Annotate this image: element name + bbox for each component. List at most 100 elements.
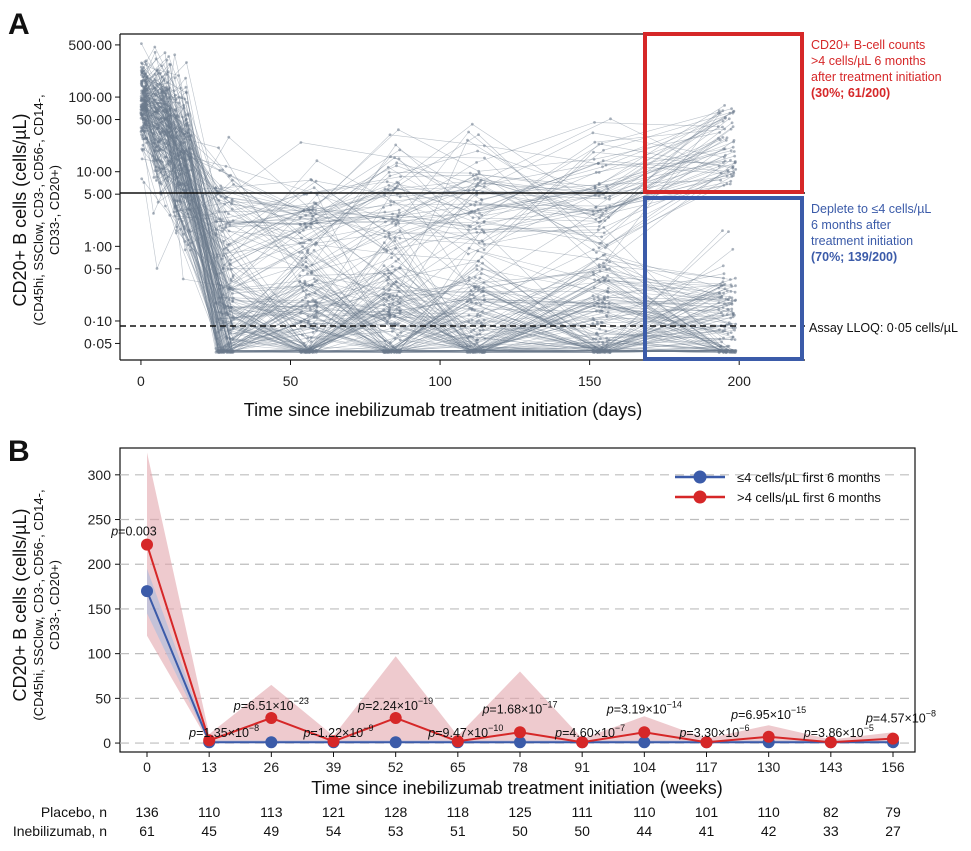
patient-datapoint — [142, 104, 146, 107]
patient-datapoint — [385, 298, 389, 302]
patient-datapoint — [598, 265, 601, 269]
patient-datapoint — [304, 213, 308, 217]
patient-datapoint — [312, 315, 316, 318]
p-value-label: p=2.24×10−19 — [357, 696, 433, 713]
patient-datapoint — [386, 313, 389, 317]
patient-datapoint — [189, 241, 193, 245]
patient-datapoint — [592, 157, 596, 161]
patient-datapoint — [312, 201, 316, 205]
patient-datapoint — [603, 297, 606, 301]
patient-datapoint — [591, 322, 595, 325]
panel-a-letter: A — [8, 8, 30, 41]
patient-datapoint — [389, 341, 392, 344]
patient-datapoint — [471, 216, 475, 220]
patient-datapoint — [179, 166, 182, 170]
patient-datapoint — [390, 330, 394, 333]
n-inebilizumab-value: 50 — [512, 823, 528, 839]
patient-datapoint — [304, 305, 308, 309]
panel-a-y-tick-label: 500·00 — [68, 37, 112, 53]
patient-datapoint — [397, 322, 400, 325]
patient-datapoint — [604, 163, 608, 167]
patient-datapoint — [181, 277, 185, 281]
patient-datapoint — [717, 164, 721, 168]
patient-datapoint — [595, 320, 599, 324]
patient-datapoint — [300, 257, 304, 260]
patient-datapoint — [398, 236, 402, 240]
patient-datapoint — [600, 321, 604, 325]
patient-datapoint — [166, 175, 170, 179]
patient-datapoint — [182, 137, 186, 141]
annotation-blue-line2: 6 months after — [811, 218, 891, 232]
patient-datapoint — [473, 309, 476, 312]
patient-datapoint — [231, 288, 235, 292]
patient-datapoint — [604, 277, 608, 280]
patient-datapoint — [217, 210, 220, 213]
patient-datapoint — [167, 119, 171, 122]
patient-datapoint — [312, 186, 316, 190]
patient-datapoint — [591, 294, 595, 298]
patient-datapoint — [226, 248, 230, 252]
patient-datapoint — [141, 107, 145, 110]
patient-datapoint — [173, 53, 177, 57]
patient-datapoint — [733, 338, 737, 341]
patient-datapoint — [310, 269, 314, 273]
red-series-marker — [887, 732, 899, 745]
patient-datapoint — [215, 228, 218, 232]
patient-datapoint — [183, 132, 187, 136]
red-series-marker — [265, 712, 278, 724]
patient-datapoint — [397, 128, 400, 132]
patient-datapoint — [153, 45, 157, 49]
patient-datapoint — [399, 175, 402, 179]
patient-datapoint — [178, 198, 182, 202]
patient-datapoint — [299, 311, 302, 315]
patient-datapoint — [389, 199, 392, 203]
panel-a-ylabel-sub2: CD33-, CD20+) — [47, 165, 62, 255]
patient-datapoint — [180, 200, 183, 204]
patient-datapoint — [153, 138, 157, 142]
patient-datapoint — [730, 107, 733, 111]
patient-datapoint — [179, 140, 183, 144]
patient-datapoint — [729, 127, 733, 131]
patient-datapoint — [302, 341, 306, 345]
patient-datapoint — [303, 344, 307, 348]
patient-datapoint — [140, 81, 144, 85]
patient-datapoint — [228, 309, 232, 313]
patient-datapoint — [730, 175, 734, 178]
patient-datapoint — [221, 168, 224, 172]
patient-datapoint — [315, 329, 318, 333]
patient-datapoint — [385, 180, 389, 184]
patient-datapoint — [716, 125, 720, 128]
patient-datapoint — [397, 257, 400, 261]
patient-datapoint — [399, 349, 402, 353]
patient-datapoint — [178, 173, 182, 177]
patient-datapoint — [159, 121, 163, 125]
patient-datapoint — [398, 195, 402, 199]
patient-datapoint — [161, 120, 165, 123]
patient-datapoint — [314, 212, 317, 216]
red-series-marker — [762, 730, 775, 743]
patient-datapoint — [608, 204, 612, 208]
patient-datapoint — [222, 349, 226, 353]
patient-datapoint — [393, 337, 397, 340]
patient-datapoint — [389, 203, 393, 207]
patient-datapoint — [383, 193, 386, 197]
patient-datapoint — [600, 305, 604, 309]
panel-a-annotation-blue: Deplete to ≤4 cells/µL 6 months after tr… — [811, 202, 931, 264]
n-inebilizumab-value: 61 — [139, 823, 155, 839]
patient-datapoint — [309, 222, 312, 226]
patient-datapoint — [304, 296, 307, 299]
patient-datapoint — [397, 181, 400, 185]
patient-datapoint — [312, 327, 315, 330]
patient-datapoint — [597, 181, 601, 185]
panel-a-y-tick-label: 100·00 — [68, 89, 112, 105]
patient-datapoint — [388, 288, 392, 291]
patient-datapoint — [605, 258, 608, 262]
patient-datapoint — [314, 219, 318, 222]
patient-datapoint — [309, 211, 313, 215]
patient-datapoint — [229, 279, 233, 283]
p-value-label: p=3.19×10−14 — [606, 700, 682, 717]
patient-datapoint — [601, 159, 605, 163]
patient-datapoint — [220, 186, 224, 190]
n-placebo-value: 136 — [135, 804, 159, 820]
patient-datapoint — [313, 280, 317, 283]
